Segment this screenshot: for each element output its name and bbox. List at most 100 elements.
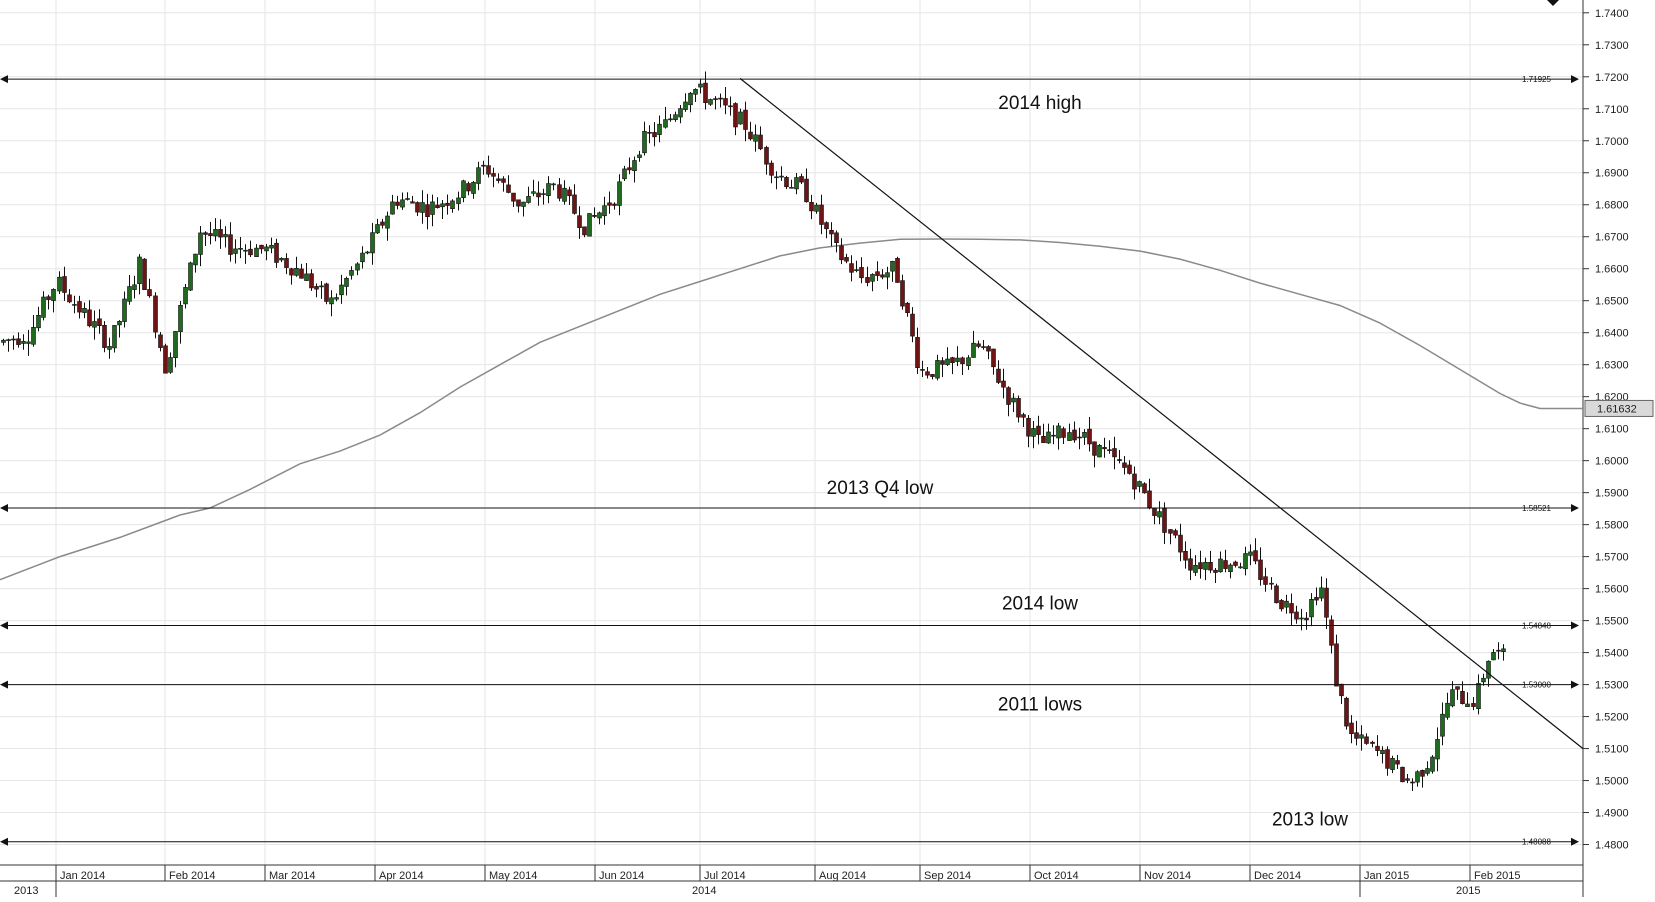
level-arrow-left <box>0 621 8 630</box>
candle-body <box>637 154 642 158</box>
candle-body <box>1061 428 1066 438</box>
candle-body <box>723 98 728 106</box>
candle-body <box>758 134 763 150</box>
candle-body <box>1178 534 1183 553</box>
candle-body <box>607 202 612 206</box>
candle-body <box>652 132 657 138</box>
candle-body <box>188 262 193 291</box>
annotations: 2014 high 2013 Q4 low 2014 low 2011 lows 201… <box>827 93 1349 831</box>
candle-body <box>213 229 218 237</box>
candle-body <box>577 215 582 228</box>
candle-body <box>46 296 51 300</box>
candle-body <box>365 251 370 254</box>
candle-body <box>678 108 683 118</box>
candle-body <box>1339 683 1344 697</box>
candle-body <box>1450 689 1455 707</box>
candle-body <box>1157 511 1162 518</box>
trendline <box>739 77 1584 750</box>
candle-body <box>546 183 551 196</box>
candle-body <box>799 176 804 183</box>
candle-body <box>1501 648 1506 652</box>
y-tick-label: 1.7100 <box>1595 104 1629 116</box>
candle-body <box>11 338 16 341</box>
ma-value-box <box>1584 399 1654 417</box>
scroll-marker <box>1547 0 1559 6</box>
candle-body <box>1082 431 1087 438</box>
x-year-label: 2013 <box>14 885 38 897</box>
candle-body <box>491 173 496 177</box>
candle-body <box>1420 769 1425 777</box>
x-month-label: May 2014 <box>489 870 537 882</box>
candle-body <box>905 302 910 314</box>
candle-body <box>971 342 976 358</box>
candle-body <box>567 189 572 197</box>
candle-body <box>784 177 789 188</box>
candle-body <box>1137 481 1142 487</box>
candle-body <box>1410 781 1415 784</box>
candle-body <box>1 339 6 343</box>
candle-body <box>1284 600 1289 608</box>
level-arrow-right <box>1571 75 1579 84</box>
candle-body <box>1056 425 1061 439</box>
candle-body <box>1233 561 1238 566</box>
candle-body <box>1319 587 1324 599</box>
y-tick-label: 1.5800 <box>1595 520 1629 532</box>
candle-body <box>72 304 77 306</box>
candle-body <box>1496 649 1501 652</box>
candle-body <box>1380 749 1385 755</box>
candle-body <box>122 298 127 322</box>
candle-body <box>481 164 486 167</box>
candle-body <box>1026 417 1031 437</box>
candle-body <box>935 360 940 379</box>
x-month-label: Jan 2014 <box>60 870 105 882</box>
candle-body <box>1400 766 1405 783</box>
y-tick-label: 1.5700 <box>1595 552 1629 564</box>
candle-body <box>1299 617 1304 620</box>
candle-body <box>1208 561 1213 571</box>
level-arrow-left <box>0 680 8 689</box>
candle-body <box>1112 448 1117 458</box>
candle-body <box>794 177 799 190</box>
candle-body <box>284 258 289 268</box>
x-year-label: 2014 <box>692 885 716 897</box>
candle-body <box>26 341 31 344</box>
y-tick-label: 1.7400 <box>1595 8 1629 20</box>
candle-body <box>279 257 284 261</box>
level-value-label: 1.54848 <box>1522 621 1551 630</box>
candle-body <box>163 345 168 374</box>
candle-body <box>779 175 784 178</box>
candle-body <box>248 248 253 256</box>
x-month-label: Aug 2014 <box>819 870 866 882</box>
candle-body <box>1390 757 1395 770</box>
candle-body <box>77 301 82 313</box>
candle-body <box>991 348 996 368</box>
candle-body <box>536 192 541 198</box>
candle-body <box>1203 561 1208 570</box>
candle-body <box>1183 550 1188 561</box>
y-tick-label: 1.7000 <box>1595 136 1629 148</box>
x-month-label: Feb 2015 <box>1474 870 1520 882</box>
candle-body <box>733 103 738 128</box>
candle-body <box>259 244 264 250</box>
candle-body <box>390 201 395 215</box>
candle-body <box>1354 732 1359 739</box>
candle-body <box>925 371 930 376</box>
candle-body <box>809 202 814 212</box>
candle-body <box>294 267 299 276</box>
candle-body <box>1314 597 1319 601</box>
candle-body <box>572 194 577 214</box>
candle-body <box>1289 603 1294 614</box>
level-arrow-left <box>0 837 8 846</box>
candle-body <box>1486 660 1491 679</box>
x-year-label: 2015 <box>1456 885 1480 897</box>
y-tick-label: 1.5300 <box>1595 680 1629 692</box>
candle-body <box>769 162 774 176</box>
candle-body <box>940 360 945 365</box>
candle-body <box>370 232 375 254</box>
y-tick-label: 1.6700 <box>1595 232 1629 244</box>
candle-body <box>915 337 920 368</box>
y-tick-label: 1.4900 <box>1595 808 1629 820</box>
candle-body <box>243 249 248 252</box>
candle-body <box>67 294 72 303</box>
candle-body <box>299 268 304 279</box>
